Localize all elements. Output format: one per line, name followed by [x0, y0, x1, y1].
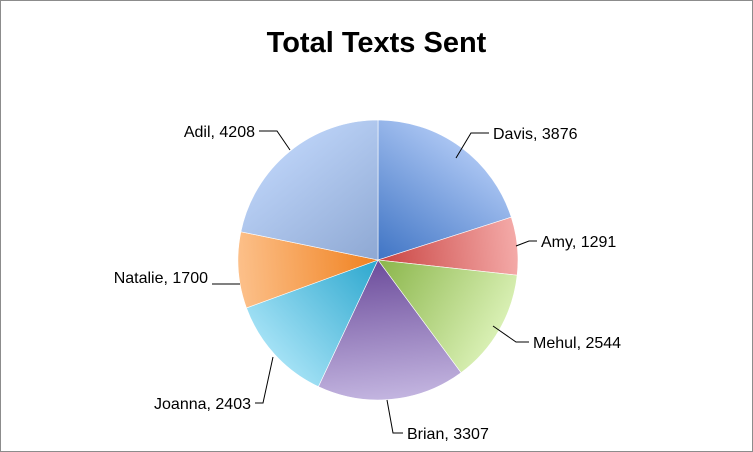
leader-line-adil: [259, 130, 291, 151]
data-label-mehul: Mehul, 2544: [533, 335, 621, 352]
leader-line-brian: [386, 399, 403, 434]
data-label-amy: Amy, 1291: [541, 234, 616, 251]
leader-line-joanna: [255, 356, 274, 404]
leader-line-mehul: [492, 325, 529, 343]
leader-line-amy: [515, 240, 537, 247]
pie-slice-brian: [317, 259, 462, 401]
leader-line-davis: [455, 132, 489, 159]
data-label-brian: Brian, 3307: [407, 426, 489, 443]
data-label-adil: Adil, 4208: [184, 124, 255, 141]
data-label-natalie: Natalie, 1700: [114, 270, 208, 287]
pie-slices: [237, 119, 519, 401]
pie-slice-joanna: [246, 259, 379, 388]
chart-title: Total Texts Sent: [266, 27, 487, 59]
data-label-joanna: Joanna, 2403: [154, 396, 251, 413]
pie-slice-davis: [377, 119, 512, 261]
pie-slice-adil: [240, 119, 379, 261]
data-labels: Davis, 3876 Amy, 1291 Mehul, 2544 Brian, 33…: [114, 124, 621, 443]
data-label-davis: Davis, 3876: [493, 126, 578, 143]
leader-lines: [212, 130, 537, 434]
